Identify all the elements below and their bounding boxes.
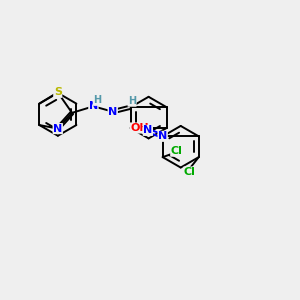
- Text: N: N: [108, 107, 117, 117]
- Text: N: N: [143, 125, 152, 135]
- Text: N: N: [89, 101, 98, 111]
- Text: Cl: Cl: [184, 167, 196, 177]
- Text: S: S: [54, 87, 62, 97]
- Text: H: H: [93, 95, 101, 105]
- Text: Cl: Cl: [171, 146, 183, 156]
- Text: OH: OH: [130, 123, 149, 133]
- Text: N: N: [158, 131, 167, 141]
- Text: H: H: [128, 96, 136, 106]
- Text: N: N: [53, 124, 62, 134]
